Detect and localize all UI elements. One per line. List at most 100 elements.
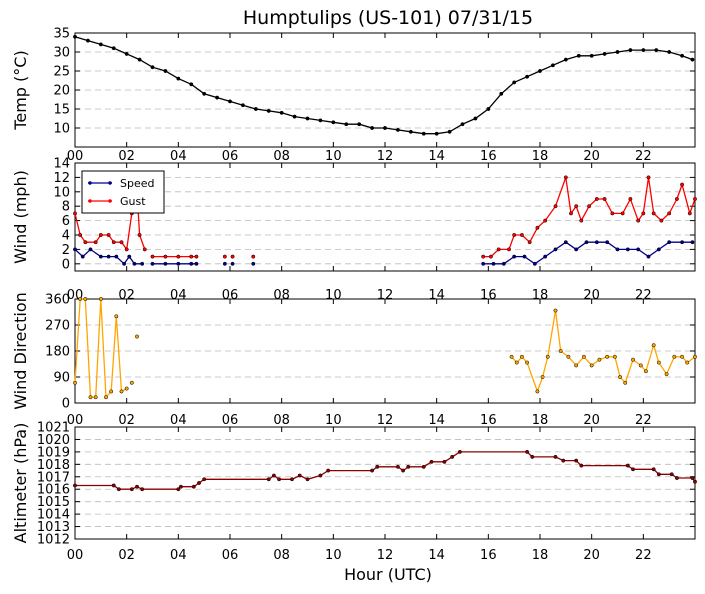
data-point	[457, 449, 462, 454]
data-point	[664, 372, 669, 377]
x-tick-label: 14	[428, 413, 445, 428]
data-point	[680, 53, 685, 58]
legend-marker	[108, 199, 112, 203]
data-point	[563, 240, 568, 245]
data-point	[610, 211, 615, 216]
data-point	[98, 42, 103, 47]
x-tick-label: 02	[118, 413, 135, 428]
y-tick-label: 20	[53, 84, 70, 99]
data-point	[525, 449, 530, 454]
data-point	[202, 91, 207, 96]
data-point	[669, 472, 674, 477]
data-point	[140, 487, 145, 492]
data-point	[318, 118, 323, 123]
data-point	[318, 473, 323, 478]
data-point	[628, 197, 633, 201]
data-point	[73, 380, 77, 385]
data-point	[230, 254, 235, 259]
legend-marker	[88, 181, 92, 185]
data-point	[189, 261, 194, 266]
data-point	[251, 254, 256, 259]
data-point	[271, 473, 276, 478]
data-point	[189, 82, 194, 87]
data-point	[481, 261, 486, 266]
data-point	[93, 240, 98, 245]
x-tick-label: 06	[222, 149, 239, 164]
x-tick-label: 20	[583, 548, 600, 563]
data-point	[514, 360, 519, 365]
data-point	[674, 476, 679, 480]
data-point	[646, 254, 651, 259]
x-tick-label: 06	[222, 548, 239, 563]
data-point	[519, 233, 524, 237]
y-tick-label: 1020	[37, 433, 70, 448]
data-point	[78, 233, 83, 237]
data-point	[641, 211, 646, 216]
data-point	[473, 116, 478, 121]
data-point	[674, 197, 679, 201]
x-tick-label: 10	[325, 548, 342, 563]
data-point	[535, 389, 540, 394]
data-point	[525, 360, 530, 365]
legend-label: Speed	[120, 177, 154, 190]
data-point	[602, 197, 607, 201]
data-point	[326, 468, 331, 473]
data-point	[106, 254, 111, 259]
y-axis-label: Temp (°C)	[11, 50, 30, 130]
data-point	[421, 131, 426, 136]
data-point	[687, 211, 692, 216]
data-point	[401, 468, 406, 473]
data-point	[625, 463, 630, 468]
data-point	[509, 354, 514, 359]
data-point	[659, 218, 664, 223]
data-point	[240, 103, 245, 108]
data-point	[553, 247, 558, 252]
series-line-gust	[483, 177, 696, 258]
x-tick-label: 06	[222, 413, 239, 428]
data-point	[576, 53, 581, 58]
data-point	[83, 240, 88, 245]
y-tick-label: 1018	[37, 458, 70, 473]
data-point	[540, 375, 545, 379]
data-point	[605, 354, 610, 359]
data-point	[279, 110, 284, 115]
data-point	[129, 380, 134, 385]
data-point	[638, 363, 643, 368]
data-point	[672, 354, 677, 359]
plot-frame	[74, 162, 696, 272]
data-point	[563, 57, 568, 62]
y-tick-label: 35	[53, 27, 70, 42]
data-point	[111, 483, 116, 488]
panel-1: 10 15 20 25 30 35 00 02 04 06 08 10 12 14 16 18 20 22 Temp…	[11, 27, 696, 164]
data-point	[618, 375, 623, 379]
data-point	[693, 197, 697, 201]
y-tick-label: 1017	[37, 470, 70, 485]
data-point	[253, 107, 258, 111]
y-axis-label: Wind Direction	[11, 292, 30, 410]
legend: Speed Gust	[81, 170, 165, 214]
data-point	[447, 129, 452, 134]
data-point	[623, 380, 628, 385]
data-point	[406, 464, 411, 469]
data-point	[119, 240, 124, 245]
y-tick-label: 180	[45, 345, 70, 360]
data-point	[140, 261, 145, 266]
data-point	[543, 254, 548, 259]
data-point	[631, 357, 635, 362]
data-point	[525, 74, 530, 79]
data-point	[251, 261, 256, 266]
series-line-speed	[74, 248, 143, 265]
data-point	[690, 240, 695, 245]
data-point	[532, 261, 537, 266]
y-tick-label: 1013	[37, 520, 70, 535]
data-point	[574, 363, 579, 368]
data-point	[344, 122, 349, 127]
data-point	[194, 261, 199, 266]
data-point	[512, 233, 517, 237]
legend-label: Gust	[120, 195, 146, 208]
data-point	[331, 120, 336, 125]
x-tick-label: 04	[170, 149, 187, 164]
data-point	[80, 254, 85, 259]
data-point	[488, 254, 493, 259]
x-tick-label: 20	[583, 413, 600, 428]
